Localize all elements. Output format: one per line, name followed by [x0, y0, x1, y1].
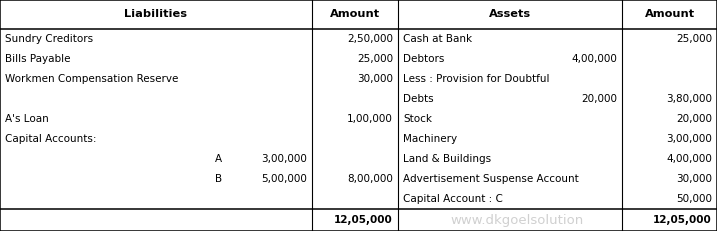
Text: Amount: Amount — [645, 9, 695, 19]
Text: Land & Buildings: Land & Buildings — [403, 154, 491, 164]
Text: Capital Account : C: Capital Account : C — [403, 194, 503, 204]
Text: Amount: Amount — [330, 9, 380, 19]
Text: 8,00,000: 8,00,000 — [347, 174, 393, 184]
Text: B: B — [215, 174, 222, 184]
Text: www.dkgoelsolution: www.dkgoelsolution — [451, 213, 584, 227]
Text: Stock: Stock — [403, 114, 432, 124]
Text: 25,000: 25,000 — [357, 54, 393, 64]
Text: 30,000: 30,000 — [357, 74, 393, 84]
Text: A's Loan: A's Loan — [5, 114, 49, 124]
Text: 5,00,000: 5,00,000 — [261, 174, 307, 184]
Text: 4,00,000: 4,00,000 — [571, 54, 617, 64]
Text: A: A — [215, 154, 222, 164]
Text: 3,00,000: 3,00,000 — [261, 154, 307, 164]
Text: Capital Accounts:: Capital Accounts: — [5, 134, 97, 144]
Text: Advertisement Suspense Account: Advertisement Suspense Account — [403, 174, 579, 184]
Text: 25,000: 25,000 — [676, 34, 712, 44]
Text: Workmen Compensation Reserve: Workmen Compensation Reserve — [5, 74, 179, 84]
Text: Assets: Assets — [489, 9, 531, 19]
Text: 3,80,000: 3,80,000 — [666, 94, 712, 104]
Text: Liabilities: Liabilities — [125, 9, 187, 19]
Text: 20,000: 20,000 — [676, 114, 712, 124]
Text: Debtors: Debtors — [403, 54, 445, 64]
Text: Debts: Debts — [403, 94, 434, 104]
Text: 30,000: 30,000 — [676, 174, 712, 184]
Text: Less : Provision for Doubtful: Less : Provision for Doubtful — [403, 74, 549, 84]
Text: 20,000: 20,000 — [581, 94, 617, 104]
Text: 3,00,000: 3,00,000 — [666, 134, 712, 144]
Text: Bills Payable: Bills Payable — [5, 54, 70, 64]
Text: 12,05,000: 12,05,000 — [334, 215, 393, 225]
Text: Sundry Creditors: Sundry Creditors — [5, 34, 93, 44]
Text: Cash at Bank: Cash at Bank — [403, 34, 472, 44]
Text: 2,50,000: 2,50,000 — [347, 34, 393, 44]
Text: 1,00,000: 1,00,000 — [347, 114, 393, 124]
Text: 12,05,000: 12,05,000 — [653, 215, 712, 225]
Text: 4,00,000: 4,00,000 — [666, 154, 712, 164]
Text: Machinery: Machinery — [403, 134, 457, 144]
Text: 50,000: 50,000 — [676, 194, 712, 204]
